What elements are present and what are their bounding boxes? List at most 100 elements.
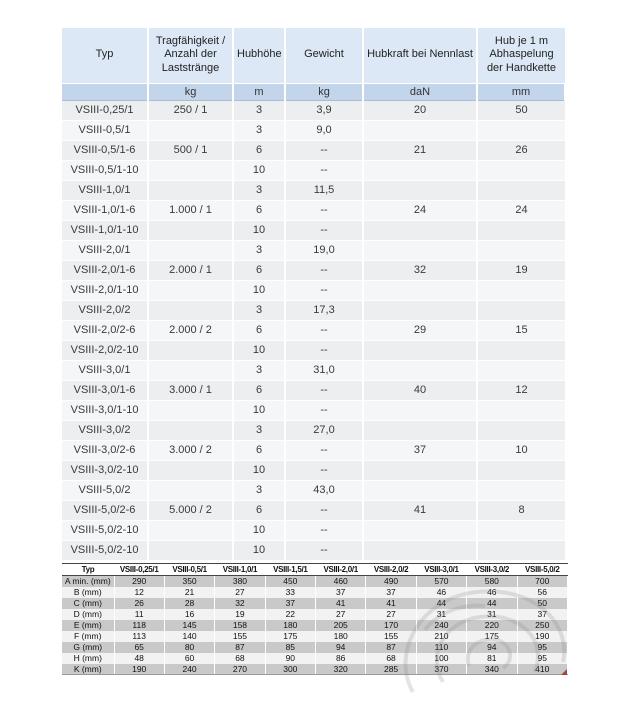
cell: E (mm) [62, 619, 115, 631]
cell: 210 [416, 630, 468, 642]
unit-m: m [233, 83, 286, 101]
cell [363, 480, 478, 501]
cell [363, 280, 478, 301]
dims-header-vsiii-10-1: VSIII-1,0/1 [214, 563, 266, 576]
cell: -- [285, 220, 364, 241]
cell: 50 [477, 100, 565, 121]
cell: 37 [365, 586, 417, 598]
cell: 43,0 [285, 480, 364, 501]
table-row: VSIII-5,0/2 3 43,0 [62, 480, 565, 501]
cell: 22 [265, 608, 317, 620]
table-row: B (mm) 12 21 27 33 37 37 46 46 56 [62, 586, 568, 598]
cell: 15 [477, 320, 565, 341]
cell: 100 [416, 652, 468, 664]
cell: 3,9 [285, 100, 364, 121]
table-row: A min. (mm) 290 350 380 450 460 490 570 580 700 [62, 575, 568, 587]
cell: 68 [214, 652, 266, 664]
cell: 10 [233, 540, 286, 561]
col-header-tragfaehigkeit: Tragfähigkeit / Anzahl der Laststränge [148, 28, 234, 84]
cell [477, 480, 565, 501]
table-row: VSIII-3,0/2-6 3.000 / 2 6 -- 37 10 [62, 440, 565, 461]
cell: 140 [164, 630, 216, 642]
cell: 50 [517, 597, 568, 609]
cell: 3 [233, 420, 286, 441]
cell: VSIII-3,0/2-10 [62, 460, 149, 481]
cell: 10 [233, 460, 286, 481]
cell: H (mm) [62, 652, 115, 664]
cell: 110 [416, 641, 468, 653]
cell: 95 [517, 641, 568, 653]
cell: 490 [365, 575, 417, 587]
cell [148, 280, 234, 301]
cell: 10 [233, 520, 286, 541]
cell: VSIII-0,5/1-10 [62, 160, 149, 181]
cell: 250 / 1 [148, 100, 234, 121]
col-header-hubhoehe: Hubhöhe [233, 28, 286, 84]
cell: 3.000 / 2 [148, 440, 234, 461]
cell: 500 / 1 [148, 140, 234, 161]
cell: 94 [315, 641, 367, 653]
cell: 28 [164, 597, 216, 609]
table-row: VSIII-2,0/2-10 10 -- [62, 340, 565, 361]
cell: -- [285, 280, 364, 301]
cell: 220 [466, 619, 518, 631]
cell: 3.000 / 1 [148, 380, 234, 401]
cell: 2.000 / 2 [148, 320, 234, 341]
cell: 37 [265, 597, 317, 609]
cell: 46 [416, 586, 468, 598]
cell: 290 [114, 575, 165, 587]
dims-header-vsiii-15-1: VSIII-1,5/1 [265, 563, 316, 576]
cell [363, 400, 478, 421]
dims-header-vsiii-20-2: VSIII-2,0/2 [365, 563, 417, 576]
dims-header-vsiii-20-1: VSIII-2,0/1 [315, 563, 366, 576]
cell [148, 240, 234, 261]
cell: 41 [363, 500, 478, 521]
cell [477, 360, 565, 381]
cell: VSIII-2,0/2 [62, 300, 149, 321]
dimensions-table: Typ VSIII-0,25/1 VSIII-0,5/1 VSIII-1,0/1… [62, 563, 568, 675]
cell: 31,0 [285, 360, 364, 381]
unit-dan: daN [363, 83, 478, 101]
cell: VSIII-2,0/1-6 [62, 260, 149, 281]
cell [363, 340, 478, 361]
cell [148, 520, 234, 541]
cell [477, 300, 565, 321]
table-row: D (mm) 11 16 19 22 27 27 31 31 37 [62, 608, 568, 620]
cell: 33 [265, 586, 317, 598]
cell: 11 [114, 608, 165, 620]
cell: 6 [233, 380, 286, 401]
cell: 27 [214, 586, 266, 598]
cell: 10 [233, 400, 286, 421]
cell: 3 [233, 100, 286, 121]
cell [363, 460, 478, 481]
cell: 68 [365, 652, 417, 664]
table-row: VSIII-5,0/2-10 10 -- [62, 540, 565, 561]
cell: VSIII-3,0/1-6 [62, 380, 149, 401]
table-row: VSIII-0,25/1 250 / 1 3 3,9 20 50 [62, 100, 565, 121]
cell: VSIII-0,25/1 [62, 100, 149, 121]
cell: VSIII-3,0/1-10 [62, 400, 149, 421]
cell: 26 [114, 597, 165, 609]
cell: VSIII-5,0/2-6 [62, 500, 149, 521]
table-row: K (mm) 190 240 270 300 320 285 370 340 410 [62, 663, 568, 675]
cell: 37 [363, 440, 478, 461]
table-row: E (mm) 118 145 158 180 205 170 240 220 250 [62, 619, 568, 631]
table-row: H (mm) 48 60 68 90 86 68 100 81 95 [62, 652, 568, 664]
dimensions-table-body: A min. (mm) 290 350 380 450 460 490 570 580 700 B … [62, 575, 568, 675]
cell: VSIII-1,0/1-6 [62, 200, 149, 221]
cell: 19 [477, 260, 565, 281]
table-row: VSIII-1,0/1-10 10 -- [62, 220, 565, 241]
cell: -- [285, 320, 364, 341]
cell: 29 [363, 320, 478, 341]
cell: 3 [233, 480, 286, 501]
cell [363, 360, 478, 381]
cell [477, 400, 565, 421]
cell: 12 [114, 586, 165, 598]
cell [477, 460, 565, 481]
table-row: VSIII-2,0/2-6 2.000 / 2 6 -- 29 15 [62, 320, 565, 341]
cell [363, 160, 478, 181]
cell: 44 [416, 597, 468, 609]
cell: 1.000 / 1 [148, 200, 234, 221]
table-row: VSIII-5,0/2-10 10 -- [62, 520, 565, 541]
cell [477, 240, 565, 261]
